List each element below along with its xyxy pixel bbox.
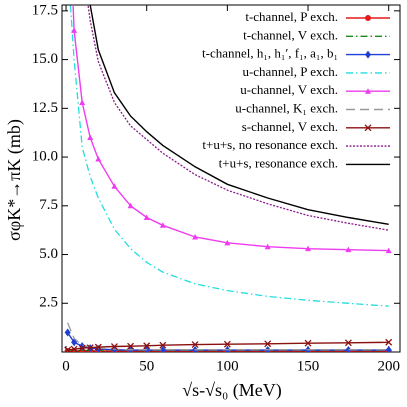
- marker: [159, 222, 166, 228]
- marker: [110, 343, 118, 351]
- legend-label: u-channel, K₁ exch.: [235, 100, 338, 115]
- series-line: [72, 5, 389, 252]
- marker: [191, 341, 199, 349]
- legend-marker: [364, 124, 372, 132]
- marker: [224, 239, 231, 246]
- marker: [305, 346, 312, 352]
- marker: [127, 202, 134, 209]
- marker: [305, 245, 312, 252]
- legend-marker: [365, 15, 371, 21]
- x-tick-label: 100: [216, 358, 239, 374]
- legend-label: t+u+s, no resonance exch.: [202, 137, 338, 152]
- marker: [71, 27, 78, 33]
- legend-label: t-channel, P exch.: [245, 9, 338, 24]
- marker: [159, 341, 167, 349]
- marker: [304, 339, 312, 347]
- marker: [264, 340, 272, 348]
- legend-label: t-channel, h₁, h₁′, f₁, a₁, b₁: [202, 46, 338, 61]
- marker: [143, 346, 150, 352]
- marker: [143, 342, 151, 350]
- marker: [111, 183, 118, 189]
- marker: [385, 338, 393, 346]
- marker: [79, 99, 86, 105]
- y-tick-label: 7.5: [39, 197, 58, 213]
- legend-label: t+u+s, resonance exch.: [219, 155, 338, 170]
- marker: [224, 346, 231, 352]
- marker: [86, 344, 94, 352]
- y-tick-label: 17.5: [32, 2, 58, 18]
- marker: [78, 344, 86, 352]
- legend-label: u-channel, P exch.: [242, 64, 338, 79]
- marker: [192, 233, 199, 240]
- series-line: [89, 5, 389, 225]
- legend-marker: [365, 50, 371, 59]
- x-tick-label: 50: [139, 358, 154, 374]
- x-axis-label: √s-√s₀ (MeV): [182, 380, 282, 401]
- marker: [223, 340, 231, 348]
- y-tick-label: 10.0: [32, 148, 58, 164]
- marker: [344, 339, 352, 347]
- marker: [192, 346, 199, 352]
- marker: [64, 328, 71, 337]
- x-tick-label: 200: [377, 358, 400, 374]
- marker: [127, 346, 134, 352]
- y-tick-label: 2.5: [39, 295, 58, 311]
- marker: [345, 246, 352, 253]
- x-tick-label: 0: [62, 358, 70, 374]
- marker: [64, 346, 72, 352]
- plot-frame: [61, 4, 401, 353]
- y-tick-label: 5.0: [39, 246, 58, 262]
- marker: [94, 343, 102, 351]
- marker: [264, 346, 271, 352]
- series-line: [69, 5, 389, 307]
- legend-label: t-channel, V exch.: [243, 27, 338, 42]
- marker: [95, 156, 102, 162]
- plot-area: [64, 5, 393, 352]
- marker: [159, 346, 166, 352]
- x-tick-label: 150: [297, 358, 320, 374]
- marker: [345, 346, 352, 352]
- marker: [385, 247, 392, 254]
- y-axis-label: σφK*→πK (mb): [4, 119, 25, 241]
- marker: [264, 243, 271, 250]
- marker: [70, 345, 78, 352]
- y-tick-label: 12.5: [32, 100, 58, 116]
- marker: [143, 214, 150, 220]
- marker: [127, 342, 135, 350]
- series-line: [87, 5, 389, 231]
- legend-label: u-channel, V exch.: [240, 82, 338, 97]
- legend-marker: [365, 88, 371, 94]
- legend-label: s-channel, V exch.: [242, 119, 338, 134]
- y-tick-label: 15.0: [32, 51, 58, 67]
- marker: [87, 134, 94, 141]
- marker: [385, 346, 392, 352]
